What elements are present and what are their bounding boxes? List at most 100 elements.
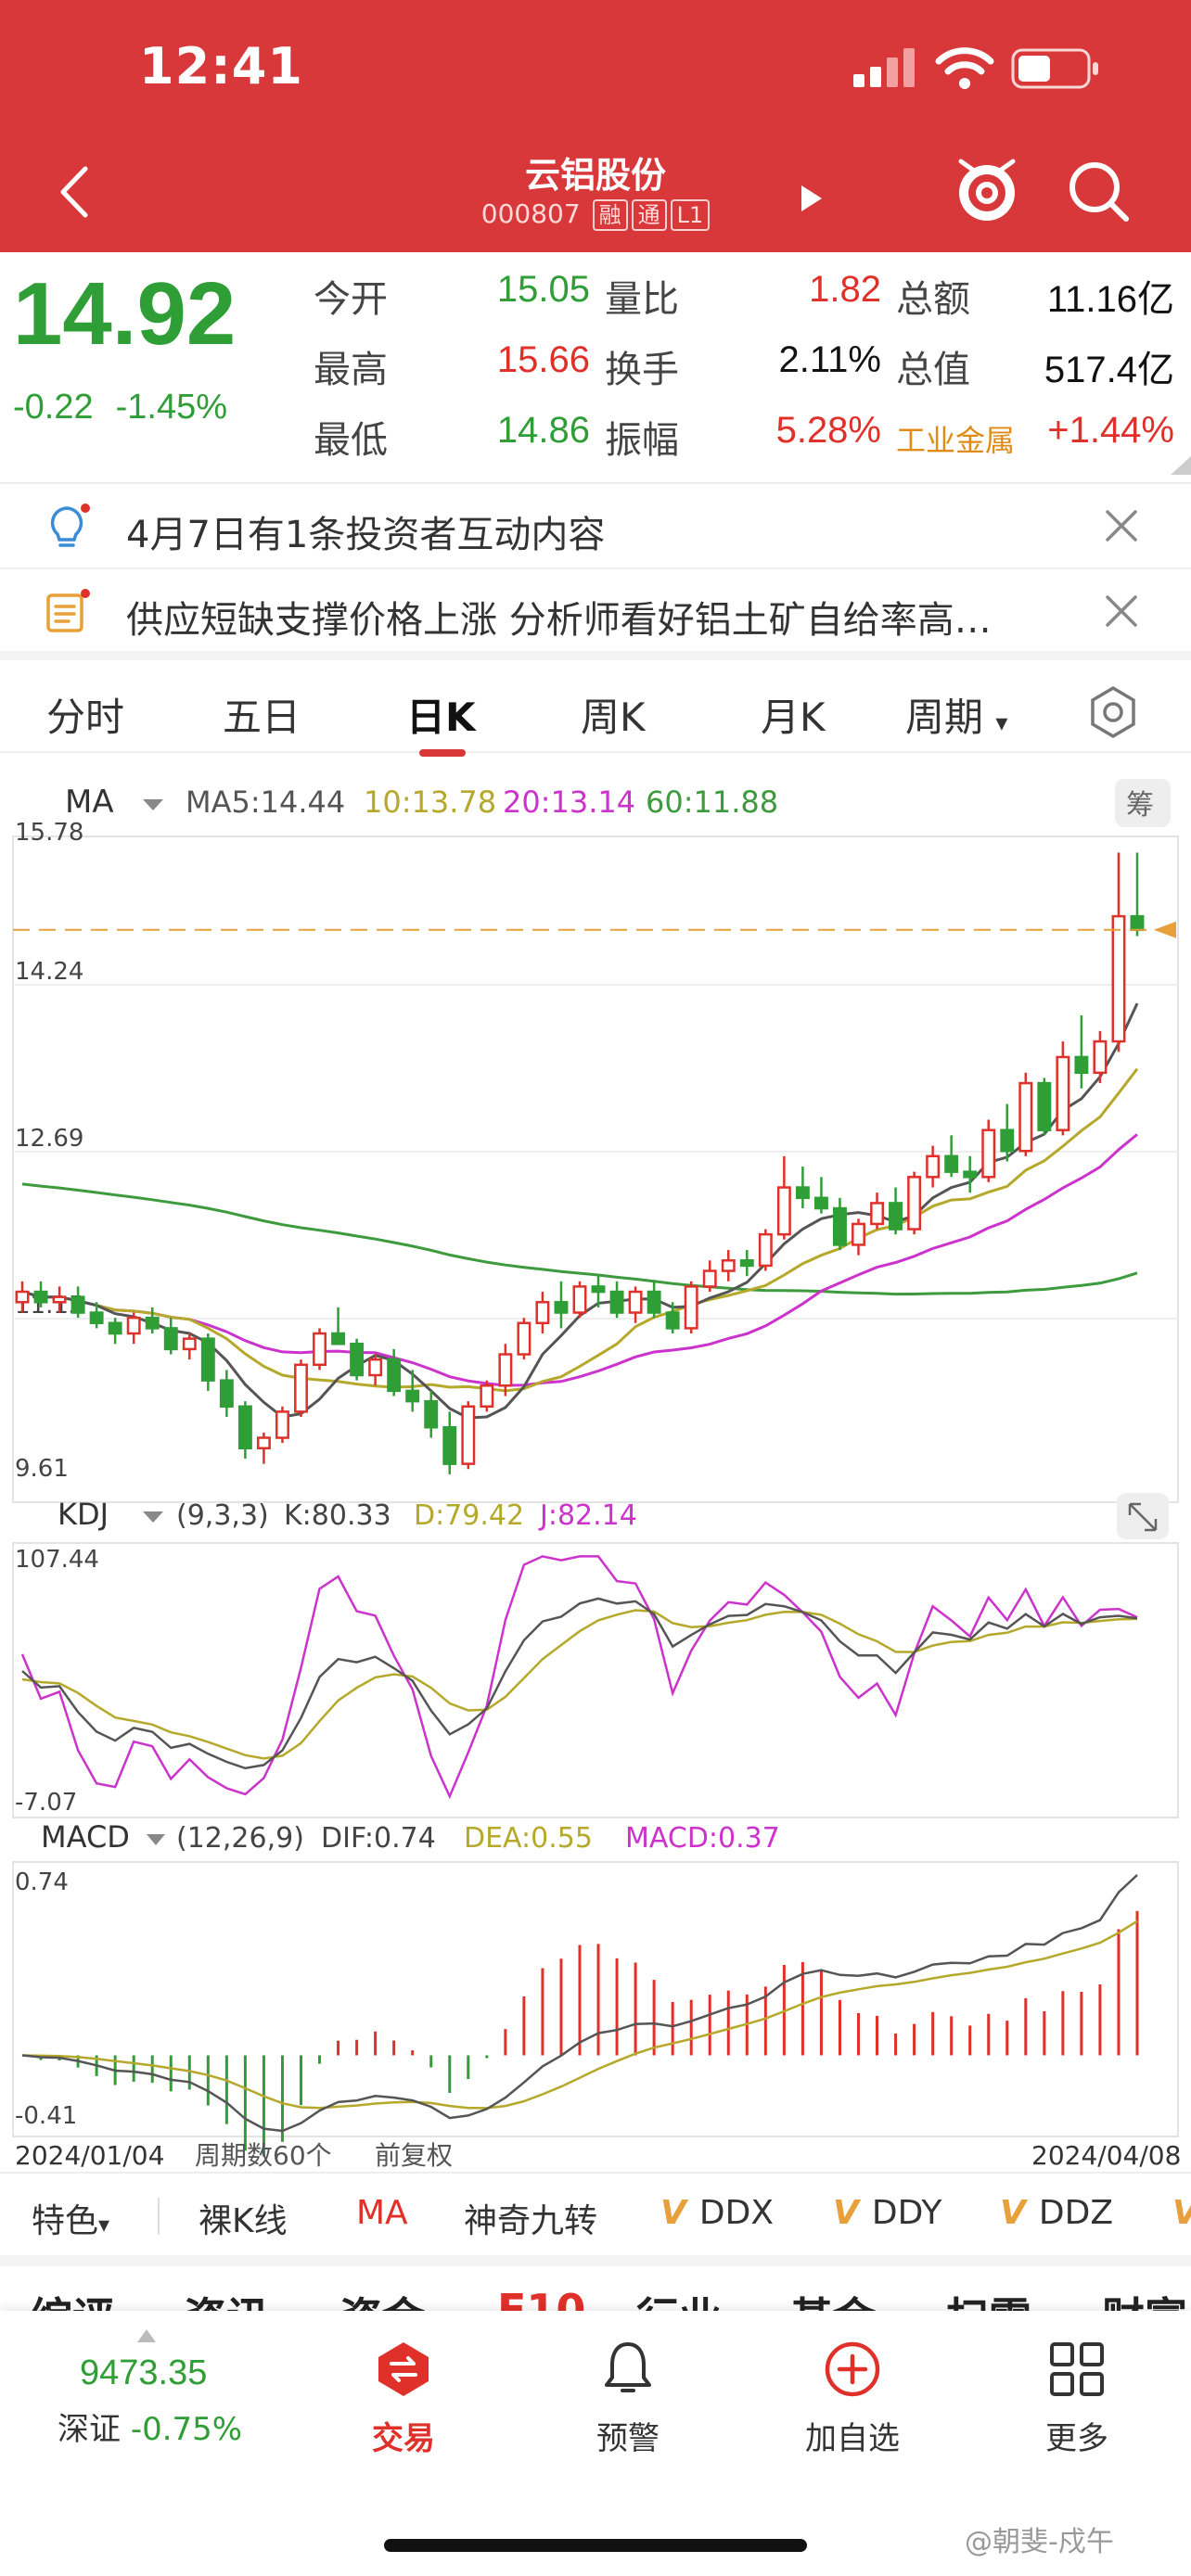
date-end: 2024/04/08	[1031, 2140, 1181, 2171]
feature-selector[interactable]: 特色▾	[32, 2194, 109, 2242]
play-icon[interactable]	[798, 182, 826, 215]
candle-down	[833, 1206, 847, 1246]
indicator-ddx-label: DDX	[698, 2194, 774, 2232]
kdj-title[interactable]: KDJ	[58, 1497, 109, 1532]
close-icon[interactable]	[1100, 504, 1143, 547]
candle-down	[1130, 914, 1145, 931]
candle-down	[1000, 1129, 1015, 1153]
index-info[interactable]: 深证 -0.75%	[58, 2404, 242, 2449]
nav-alert[interactable]: 预警	[558, 2339, 698, 2468]
macd-lines	[21, 1874, 1138, 2133]
tab-intraday[interactable]: 分时	[46, 695, 125, 740]
tab-monthly-k[interactable]: 月K	[761, 695, 826, 740]
candle-down	[219, 1379, 234, 1409]
candle-up	[52, 1295, 67, 1304]
candle-up	[926, 1154, 941, 1179]
candle-up	[907, 1176, 922, 1231]
chart-period-tabs: 分时 五日 日K 周K 月K 周期 ▾	[0, 651, 1191, 757]
nav-more[interactable]: 更多	[1007, 2339, 1146, 2468]
high-label: 最高	[314, 350, 388, 390]
candle-down	[963, 1170, 978, 1179]
indicator-bare-k[interactable]: 裸K线	[198, 2202, 288, 2240]
mascot-icon[interactable]	[952, 150, 1022, 224]
macd-axis-max: 0.74	[15, 1868, 69, 1896]
chevron-down-icon[interactable]	[147, 1834, 165, 1845]
tab-funds[interactable]: 资金	[339, 2285, 425, 2311]
lightbulb-icon	[50, 504, 90, 547]
market-cap-value: 517.4亿	[1044, 350, 1174, 390]
tab-industry[interactable]: 行业	[636, 2285, 722, 2311]
date-start: 2024/01/04	[15, 2140, 164, 2171]
amplitude-value: 5.28%	[775, 410, 881, 451]
candle-up	[1018, 1081, 1033, 1153]
caret-up-icon[interactable]	[135, 2327, 158, 2344]
back-arrow-icon[interactable]	[48, 159, 104, 224]
candle-up	[461, 1405, 476, 1465]
investor-interaction-row[interactable]: 4月7日有1条投资者互动内容	[0, 482, 1191, 566]
settings-icon[interactable]	[1085, 684, 1141, 740]
indicator-magic-nine[interactable]: 神奇九转	[464, 2202, 598, 2240]
tab-wealth[interactable]: 财富	[1102, 2285, 1187, 2311]
chevron-down-icon[interactable]	[143, 799, 163, 810]
ma-title[interactable]: MA	[65, 784, 114, 821]
sector-label[interactable]: 工业金属	[896, 424, 1016, 457]
tab-risk-scan[interactable]: 扫雷	[946, 2285, 1031, 2311]
kdj-lines	[20, 1555, 1138, 1800]
chip-distribution-button[interactable]	[1115, 779, 1171, 827]
level1-tag: L1	[670, 199, 711, 231]
news-text[interactable]: 供应短缺支撑价格上涨 分析师看好铝土矿自给率高…	[126, 599, 992, 642]
wifi-icon	[935, 47, 994, 89]
tab-daily-k[interactable]: 日K	[406, 695, 476, 740]
macd-title[interactable]: MACD	[41, 1819, 130, 1855]
tab-fund-holdings[interactable]: 基金	[790, 2285, 876, 2311]
index-value[interactable]: 9473.35	[80, 2353, 208, 2392]
ma10-legend: 10:13.78	[364, 784, 496, 820]
divider	[158, 2198, 160, 2235]
candle-down	[424, 1399, 439, 1429]
nav-trade[interactable]: 交易	[334, 2339, 473, 2468]
nav-add-watchlist[interactable]: 加自选	[783, 2339, 922, 2468]
interaction-text[interactable]: 4月7日有1条投资者互动内容	[126, 514, 606, 556]
close-icon[interactable]	[1100, 590, 1143, 632]
kline-chart[interactable]: MA MA5:14.44 10:13.78 20:13.14 60:11.88 …	[0, 753, 1191, 2172]
candle-up	[572, 1285, 587, 1314]
candle-up	[294, 1363, 308, 1413]
indicator-ddy-label: DDY	[871, 2194, 942, 2232]
kdj-k-value: K:80.33	[284, 1499, 391, 1532]
candle-up	[126, 1316, 141, 1335]
tab-overview[interactable]: 综评	[30, 2285, 115, 2311]
price-axis-label: 12.69	[15, 1125, 83, 1153]
kdj-d-line	[21, 1609, 1138, 1760]
candle-down	[1074, 1055, 1089, 1075]
candle-up	[15, 1290, 30, 1304]
adjustment-mode[interactable]: 前复权	[375, 2140, 453, 2171]
price-chart-frame	[12, 835, 1179, 1503]
tab-period[interactable]: 周期 ▾	[905, 686, 1007, 743]
tab-weekly-k[interactable]: 周K	[581, 695, 646, 740]
search-icon[interactable]	[1065, 158, 1132, 224]
home-indicator[interactable]	[384, 2539, 807, 2552]
change-percent: -1.45%	[115, 388, 228, 427]
vip-icon: V	[1000, 2194, 1026, 2232]
ma60-legend: 60:11.88	[646, 784, 778, 820]
quote-row-2: 最高 15.66 换手 2.11% 总值 517.4亿	[0, 339, 1191, 395]
corner-triangle-icon	[1171, 456, 1191, 475]
chip-distribution-label: 筹	[1126, 789, 1154, 822]
chevron-down-icon[interactable]	[143, 1511, 163, 1523]
vip-icon: V	[833, 2194, 859, 2232]
candle-up	[702, 1269, 717, 1288]
news-row[interactable]: 供应短缺支撑价格上涨 分析师看好铝土矿自给率高…	[0, 567, 1191, 651]
candle-down	[145, 1316, 160, 1330]
turnover-rate-label: 换手	[605, 350, 679, 390]
candle-up	[517, 1321, 531, 1356]
indicator-ddx[interactable]: V DDX	[660, 2194, 774, 2232]
indicator-ddy[interactable]: V DDY	[833, 2194, 941, 2232]
change-amount: -0.22	[13, 388, 94, 427]
sector-change-value[interactable]: +1.44%	[1047, 410, 1174, 451]
indicator-ma[interactable]: MA	[356, 2194, 408, 2232]
tab-f10[interactable]: F10	[497, 2285, 586, 2311]
tab-news[interactable]: 资讯	[184, 2285, 269, 2311]
battery-icon	[1011, 48, 1098, 89]
tab-five-day[interactable]: 五日	[223, 695, 301, 740]
indicator-ddz[interactable]: V DDZ	[1000, 2194, 1113, 2232]
